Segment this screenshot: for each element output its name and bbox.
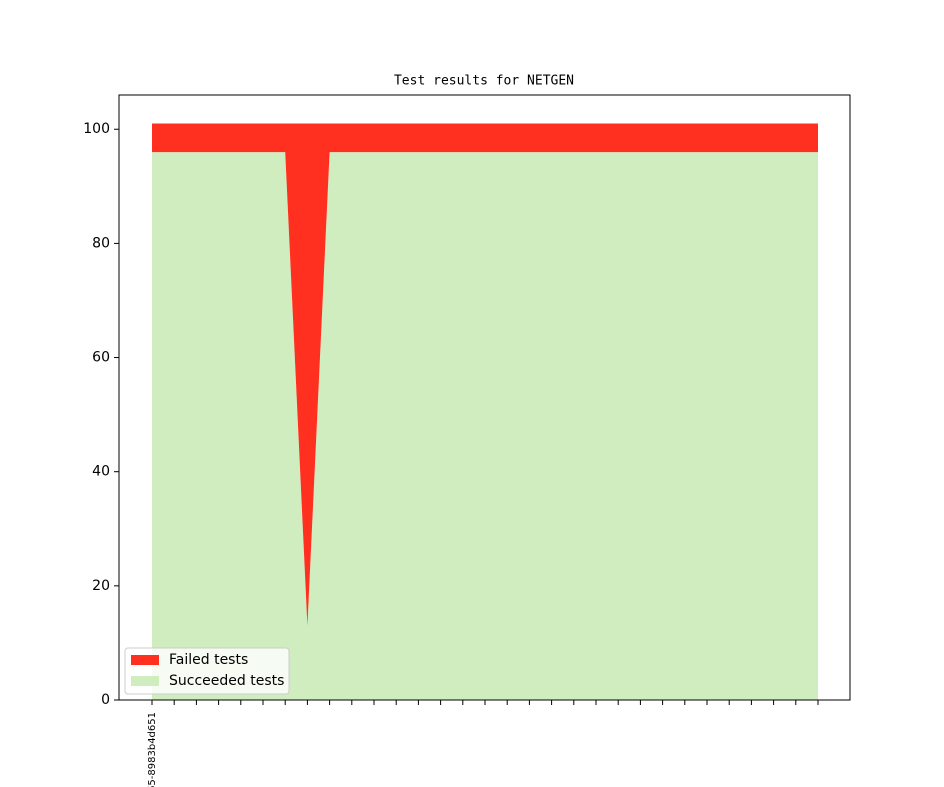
y-tick-label: 0 xyxy=(101,692,110,708)
y-tick-label: 80 xyxy=(92,235,110,251)
x-tick-label: 65-8983b4d651 xyxy=(147,712,158,787)
legend-swatch xyxy=(131,655,159,665)
y-tick-label: 60 xyxy=(92,350,110,366)
chart-title: Test results for NETGEN xyxy=(394,74,574,89)
legend-box xyxy=(124,647,290,695)
legend-swatch xyxy=(131,676,159,686)
y-tick-label: 20 xyxy=(92,578,110,594)
legend-label: Failed tests xyxy=(169,652,248,668)
y-tick-label: 40 xyxy=(92,464,110,480)
y-tick-label: 100 xyxy=(83,121,110,137)
legend: Failed tests Succeeded tests xyxy=(124,647,290,695)
area xyxy=(152,152,818,701)
legend-label: Succeeded tests xyxy=(169,673,284,689)
area xyxy=(152,123,818,626)
